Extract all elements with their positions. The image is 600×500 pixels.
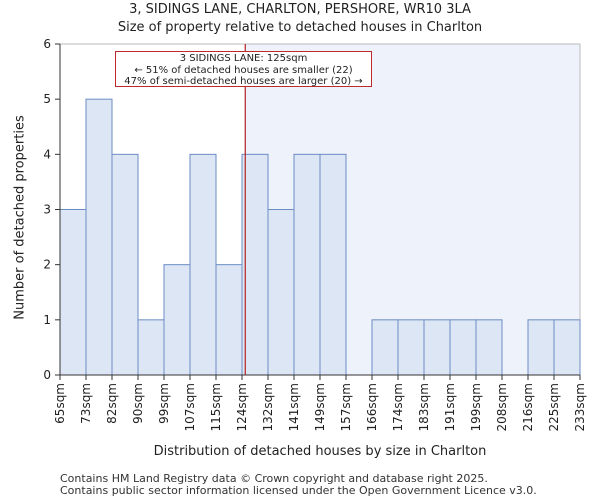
bar-107sqm bbox=[189, 153, 217, 376]
bar-199sqm bbox=[475, 319, 503, 376]
bar-141sqm bbox=[293, 153, 321, 376]
bar-149sqm bbox=[319, 153, 347, 376]
y-axis-label: Number of detached properties bbox=[12, 115, 28, 320]
footer-line-2: Contains public sector information licen… bbox=[60, 484, 537, 497]
bar-216sqm bbox=[527, 319, 555, 376]
x-tick-label-174sqm: 174sqm bbox=[391, 383, 405, 431]
bar-65sqm bbox=[59, 209, 87, 376]
y-tick-label-3: 3 bbox=[43, 203, 51, 217]
x-tick-label-208sqm: 208sqm bbox=[495, 383, 509, 431]
bar-90sqm bbox=[137, 319, 165, 376]
x-tick-label-141sqm: 141sqm bbox=[287, 383, 301, 431]
bar-99sqm bbox=[163, 264, 191, 376]
chart-title: 3, SIDINGS LANE, CHARLTON, PERSHORE, WR1… bbox=[129, 2, 471, 17]
chart-subtitle: Size of property relative to detached ho… bbox=[117, 20, 483, 35]
x-tick-label-73sqm: 73sqm bbox=[79, 383, 93, 424]
y-tick-label-2: 2 bbox=[43, 258, 51, 272]
bar-183sqm bbox=[423, 319, 451, 376]
bar-174sqm bbox=[397, 319, 425, 376]
x-tick-label-199sqm: 199sqm bbox=[469, 383, 483, 431]
bar-124sqm bbox=[241, 153, 269, 376]
footer-line-1: Contains HM Land Registry data © Crown c… bbox=[60, 472, 488, 485]
annotation-line-3: 47% of semi-detached houses are larger (… bbox=[124, 76, 363, 87]
annotation-line-2: ← 51% of detached houses are smaller (22… bbox=[134, 64, 353, 76]
x-tick-label-124sqm: 124sqm bbox=[235, 383, 249, 431]
x-tick-label-233sqm: 233sqm bbox=[573, 383, 587, 431]
bar-191sqm bbox=[449, 319, 477, 376]
bar-132sqm bbox=[267, 209, 295, 376]
x-tick-label-115sqm: 115sqm bbox=[209, 383, 223, 431]
x-tick-label-183sqm: 183sqm bbox=[417, 383, 431, 431]
x-tick-label-132sqm: 132sqm bbox=[261, 383, 275, 431]
x-tick-label-90sqm: 90sqm bbox=[131, 383, 145, 424]
x-tick-label-99sqm: 99sqm bbox=[157, 383, 171, 424]
x-tick-label-149sqm: 149sqm bbox=[313, 383, 327, 431]
bar-115sqm bbox=[215, 264, 243, 376]
x-tick-label-82sqm: 82sqm bbox=[105, 383, 119, 424]
bar-166sqm bbox=[371, 319, 399, 376]
y-tick-label-5: 5 bbox=[43, 92, 51, 106]
x-axis-label: Distribution of detached houses by size … bbox=[153, 444, 487, 459]
marker-annotation: 3 SIDINGS LANE: 125sqm ← 51% of detached… bbox=[115, 51, 372, 87]
x-tick-label-216sqm: 216sqm bbox=[521, 383, 535, 431]
x-tick-label-107sqm: 107sqm bbox=[183, 383, 197, 431]
x-tick-label-225sqm: 225sqm bbox=[547, 383, 561, 431]
bar-73sqm bbox=[85, 98, 113, 376]
bar-225sqm bbox=[553, 319, 581, 376]
x-tick-label-191sqm: 191sqm bbox=[443, 383, 457, 431]
annotation-line-1: 3 SIDINGS LANE: 125sqm bbox=[179, 53, 308, 64]
x-tick-label-65sqm: 65sqm bbox=[53, 383, 67, 424]
bar-82sqm bbox=[111, 153, 139, 376]
y-tick-label-6: 6 bbox=[43, 37, 51, 51]
y-tick-label-4: 4 bbox=[43, 147, 51, 161]
y-tick-label-1: 1 bbox=[43, 313, 51, 327]
x-tick-label-166sqm: 166sqm bbox=[365, 383, 379, 431]
y-tick-label-0: 0 bbox=[43, 368, 51, 382]
x-tick-label-157sqm: 157sqm bbox=[339, 383, 353, 431]
